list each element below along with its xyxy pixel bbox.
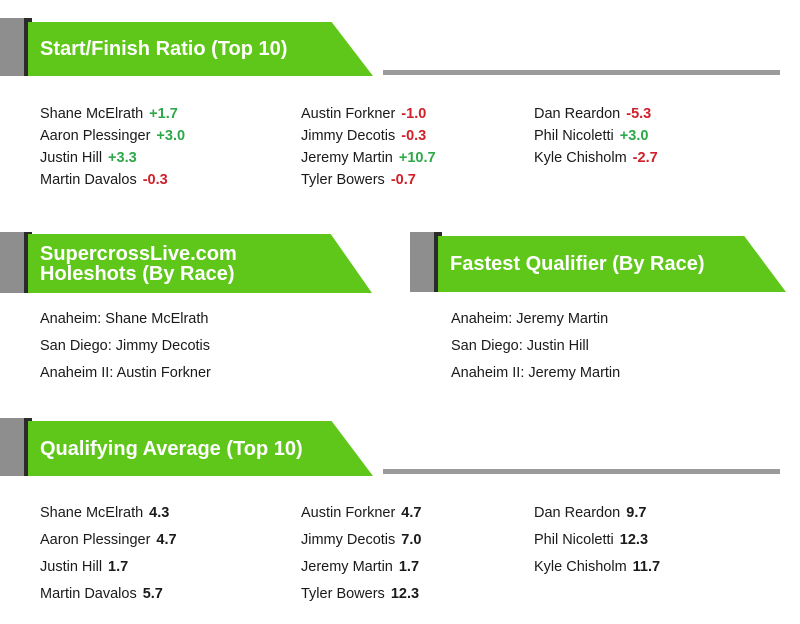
stat-value: 11.7 [632, 559, 661, 575]
rider-name: Kyle Chisholm [534, 559, 627, 575]
stat-row: Kyle Chisholm -2.7 [534, 150, 658, 172]
start-finish-rule [383, 70, 780, 75]
rider-name: Kyle Chisholm [534, 150, 627, 166]
rider-name: Martin Davalos [40, 586, 137, 602]
holeshots-title: SupercrossLive.com Holeshots (By Race) [28, 234, 372, 293]
start-finish-col-2: Austin Forkner -1.0 Jimmy Decotis -0.3 Jerem… [301, 106, 436, 194]
stat-row: Justin Hill 1.7 [40, 559, 177, 586]
stat-row: Tyler Bowers -0.7 [301, 172, 436, 194]
stat-value: -1.0 [401, 106, 427, 122]
rider-name: Justin Hill [40, 150, 103, 166]
stat-row: Kyle Chisholm 11.7 [534, 559, 660, 586]
stat-row: Austin Forkner -1.0 [301, 106, 436, 128]
fastest-qualifier-list: Anaheim: Jeremy Martin San Diego: Justin … [451, 311, 620, 392]
stat-row: Jimmy Decotis -0.3 [301, 128, 436, 150]
stat-row: Martin Davalos -0.3 [40, 172, 185, 194]
holeshots-list: Anaheim: Shane McElrath San Diego: Jimmy … [40, 311, 211, 392]
rider-name: Jimmy Decotis [301, 128, 396, 144]
rider-name: Dan Reardon [534, 505, 621, 521]
rider-name: Shane McElrath [40, 505, 144, 521]
stat-value: 7.0 [401, 532, 422, 548]
stat-value: +3.0 [619, 128, 649, 144]
stat-value: 5.7 [142, 586, 163, 602]
start-finish-col-1: Shane McElrath +1.7 Aaron Plessinger +3.0 Ju… [40, 106, 185, 194]
rider-name: Austin Forkner [301, 106, 396, 122]
list-item: Anaheim II: Jeremy Martin [451, 365, 621, 381]
stat-row: Justin Hill +3.3 [40, 150, 185, 172]
stat-value: -0.3 [401, 128, 427, 144]
stat-value: 1.7 [108, 559, 129, 575]
stat-value: 12.3 [619, 532, 649, 548]
stat-row: Jimmy Decotis 7.0 [301, 532, 421, 559]
stat-row: Jeremy Martin +10.7 [301, 150, 436, 172]
stat-value: 4.7 [156, 532, 177, 548]
stat-row: Dan Reardon -5.3 [534, 106, 658, 128]
rider-name: Justin Hill [40, 559, 103, 575]
stat-value: 9.7 [626, 505, 647, 521]
stat-row: Dan Reardon 9.7 [534, 505, 660, 532]
stat-row: Aaron Plessinger 4.7 [40, 532, 177, 559]
stat-row: Shane McElrath 4.3 [40, 505, 177, 532]
list-item: San Diego: Jimmy Decotis [40, 338, 211, 354]
stat-row: Shane McElrath +1.7 [40, 106, 185, 128]
list-item: Anaheim: Shane McElrath [40, 311, 209, 327]
qualifying-average-col-2: Austin Forkner 4.7 Jimmy Decotis 7.0 Jeremy … [301, 505, 421, 613]
start-finish-title: Start/Finish Ratio (Top 10) [28, 22, 373, 76]
rider-name: Jeremy Martin [301, 559, 393, 575]
stat-value: -0.3 [142, 172, 168, 188]
rider-name: Aaron Plessinger [40, 128, 151, 144]
stat-row: Phil Nicoletti 12.3 [534, 532, 660, 559]
rider-name: Dan Reardon [534, 106, 621, 122]
rider-name: Shane McElrath [40, 106, 144, 122]
qualifying-average-rule [383, 469, 780, 474]
qualifying-average-title: Qualifying Average (Top 10) [28, 421, 373, 476]
list-item: Anaheim II: Austin Forkner [40, 365, 211, 381]
qualifying-average-col-3: Dan Reardon 9.7 Phil Nicoletti 12.3 Kyle Chi… [534, 505, 660, 586]
stat-value: +1.7 [149, 106, 178, 122]
fastest-qualifier-title: Fastest Qualifier (By Race) [438, 236, 786, 292]
stat-row: Tyler Bowers 12.3 [301, 586, 421, 613]
rider-name: Jimmy Decotis [301, 532, 396, 548]
list-item: Anaheim: Jeremy Martin [451, 311, 609, 327]
stat-row: Aaron Plessinger +3.0 [40, 128, 185, 150]
stat-value: 12.3 [390, 586, 420, 602]
holeshots-title-line1: SupercrossLive.com [40, 242, 237, 265]
stat-value: +3.0 [156, 128, 186, 144]
holeshots-title-line2: Holeshots (By Race) [40, 262, 235, 285]
stat-value: +10.7 [398, 150, 436, 166]
rider-name: Phil Nicoletti [534, 532, 614, 548]
start-finish-col-3: Dan Reardon -5.3 Phil Nicoletti +3.0 Kyle Ch… [534, 106, 658, 172]
stat-value: +3.3 [108, 150, 137, 166]
stat-value: -5.3 [626, 106, 652, 122]
rider-name: Aaron Plessinger [40, 532, 151, 548]
stat-row: Phil Nicoletti +3.0 [534, 128, 658, 150]
stat-value: 4.3 [149, 505, 170, 521]
rider-name: Jeremy Martin [301, 150, 393, 166]
rider-name: Phil Nicoletti [534, 128, 614, 144]
stat-value: -0.7 [390, 172, 416, 188]
qualifying-average-col-1: Shane McElrath 4.3 Aaron Plessinger 4.7 Just… [40, 505, 177, 613]
rider-name: Austin Forkner [301, 505, 396, 521]
stat-value: 1.7 [398, 559, 420, 575]
stat-value: -2.7 [632, 150, 658, 166]
rider-name: Tyler Bowers [301, 586, 385, 602]
stat-value: 4.7 [401, 505, 422, 521]
stat-row: Austin Forkner 4.7 [301, 505, 421, 532]
stat-row: Jeremy Martin 1.7 [301, 559, 421, 586]
list-item: San Diego: Justin Hill [451, 338, 589, 354]
rider-name: Tyler Bowers [301, 172, 385, 188]
rider-name: Martin Davalos [40, 172, 137, 188]
stat-row: Martin Davalos 5.7 [40, 586, 177, 613]
